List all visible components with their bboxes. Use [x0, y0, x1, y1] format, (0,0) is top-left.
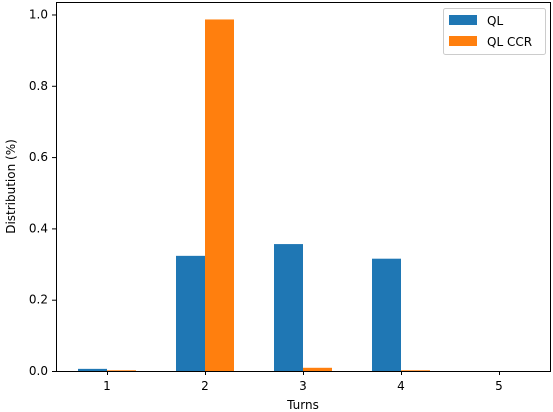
y-axis-label: Distribution (%): [4, 139, 18, 234]
x-axis-label: Turns: [286, 398, 319, 412]
legend: QL QL CCR: [443, 8, 546, 55]
x-tick-label: 3: [299, 379, 307, 393]
y-tick-label: 0.4: [29, 221, 48, 235]
x-tick-label: 5: [495, 379, 503, 393]
legend-label-ql-ccr: QL CCR: [487, 35, 532, 49]
y-tick-label: 0.0: [29, 364, 48, 378]
bar-ql-ccr-2: [205, 19, 234, 371]
bar-ql-4: [372, 258, 401, 371]
x-axis: 1 2 3 4 5: [103, 371, 503, 393]
bars-layer: [78, 19, 430, 371]
legend-label-ql: QL: [487, 14, 503, 28]
bar-ql-ccr-1: [107, 370, 136, 371]
y-tick-label: 1.0: [29, 7, 48, 21]
y-axis: 0.0 0.2 0.4 0.6 0.8 1.0: [29, 7, 56, 378]
bar-ql-3: [274, 244, 303, 371]
x-tick-label: 4: [397, 379, 405, 393]
legend-swatch-ql: [449, 15, 477, 25]
plot-frame: [56, 2, 551, 372]
y-tick-label: 0.2: [29, 293, 48, 307]
x-tick-label: 2: [201, 379, 209, 393]
bar-ql-ccr-4: [401, 370, 430, 371]
legend-swatch-ql-ccr: [449, 36, 477, 46]
y-tick-label: 0.6: [29, 150, 48, 164]
bar-ql-1: [78, 368, 107, 371]
x-tick-label: 1: [103, 379, 111, 393]
bar-ql-ccr-3: [303, 367, 332, 371]
bar-ql-2: [176, 255, 205, 371]
y-tick-label: 0.8: [29, 79, 48, 93]
